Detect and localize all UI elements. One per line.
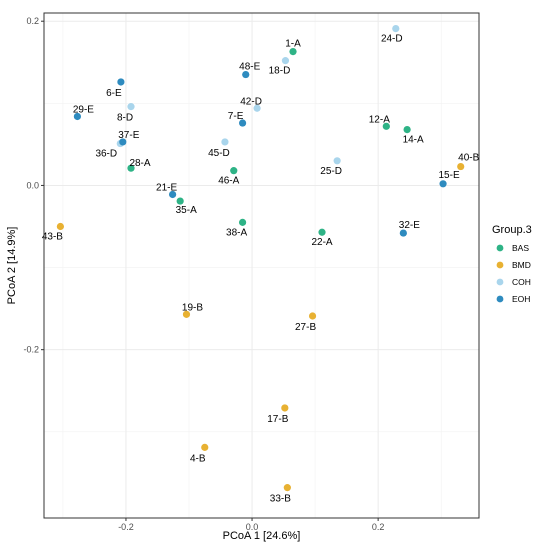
- point-17-B: [281, 404, 289, 412]
- point-33-B: [283, 484, 291, 492]
- legend-key-eoh: [496, 295, 504, 303]
- legend-item-bmd: BMD: [496, 260, 531, 270]
- legend-label-bmd: BMD: [512, 260, 531, 270]
- point-label-22-A: 22-A: [311, 237, 332, 248]
- legend-label-bas: BAS: [512, 243, 529, 253]
- point-label-19-B: 19-B: [182, 302, 203, 313]
- x-axis-ticks: -0.2 0.0 0.2: [118, 518, 384, 532]
- legend-item-eoh: EOH: [496, 294, 530, 304]
- point-7-E: [238, 119, 247, 127]
- point-32-E: [399, 229, 407, 237]
- legend-key-bas: [496, 244, 504, 252]
- legend-key-bmd: [496, 261, 504, 269]
- legend-title: Group.3: [492, 224, 532, 236]
- x-tick-label: 0.2: [372, 522, 385, 532]
- point-29-E: [73, 112, 82, 121]
- point-label-6-E: 6-E: [106, 88, 122, 99]
- point-label-29-E: 29-E: [73, 104, 94, 115]
- point-14-A: [403, 126, 411, 134]
- legend-label-coh: COH: [512, 277, 531, 287]
- point-label-40-B: 40-B: [458, 153, 479, 164]
- legend-label-eoh: EOH: [512, 294, 530, 304]
- point-label-35-A: 35-A: [176, 205, 197, 216]
- point-label-48-E: 48-E: [239, 62, 260, 73]
- point-label-24-D: 24-D: [381, 34, 403, 45]
- y-axis-ticks: -0.2 0.0 0.2: [23, 16, 44, 355]
- point-24-D: [392, 25, 400, 33]
- point-label-43-B: 43-B: [42, 231, 63, 242]
- point-28-A: [127, 164, 135, 172]
- y-tick-label: 0.2: [26, 16, 39, 26]
- legend: Group.3 BAS BMD COH EOH: [492, 224, 532, 304]
- point-21-E: [169, 190, 177, 199]
- y-tick-label: 0.0: [26, 180, 39, 190]
- plot-panel-border: [43, 12, 480, 519]
- legend-item-coh: COH: [496, 277, 531, 287]
- point-label-8-D: 8-D: [117, 113, 133, 124]
- point-labels: 1-A 12-A 14-A 28-A 46-A 35-A 38-A 22-A 40-B 43-B 1…: [42, 34, 480, 505]
- point-label-42-D: 42-D: [240, 96, 262, 107]
- point-15-E: [439, 180, 447, 188]
- point-19-B: [182, 310, 191, 318]
- point-label-18-D: 18-D: [269, 66, 291, 77]
- point-label-28-A: 28-A: [129, 158, 150, 169]
- point-6-E: [117, 78, 125, 86]
- point-label-21-E: 21-E: [156, 182, 177, 193]
- point-label-15-E: 15-E: [439, 170, 460, 181]
- x-tick-label: 0.0: [246, 522, 259, 532]
- point-25-D: [333, 157, 341, 165]
- point-48-E: [242, 70, 250, 79]
- point-46-A: [230, 167, 238, 175]
- plot-panel: [44, 13, 479, 518]
- x-axis-title: PCoA 1 [24.6%]: [223, 530, 301, 542]
- point-label-4-B: 4-B: [190, 453, 206, 464]
- point-label-36-D: 36-D: [95, 149, 117, 160]
- point-27-B: [308, 312, 317, 320]
- point-label-7-E: 7-E: [228, 111, 244, 122]
- point-label-12-A: 12-A: [369, 114, 390, 125]
- point-label-17-B: 17-B: [267, 414, 288, 425]
- point-label-32-E: 32-E: [399, 220, 420, 231]
- legend-key-coh: [496, 278, 504, 286]
- point-label-25-D: 25-D: [320, 166, 342, 177]
- point-40-B: [457, 162, 465, 171]
- legend-item-bas: BAS: [496, 243, 529, 253]
- point-38-A: [238, 218, 247, 226]
- point-label-33-B: 33-B: [270, 494, 291, 505]
- point-43-B: [56, 222, 64, 231]
- data-points: [56, 25, 465, 492]
- point-label-45-D: 45-D: [208, 148, 230, 159]
- point-label-46-A: 46-A: [218, 176, 239, 187]
- point-37-E: [119, 138, 127, 146]
- y-axis-title: PCoA 2 [14.9%]: [6, 227, 18, 305]
- point-8-D: [127, 103, 135, 111]
- point-45-D: [221, 138, 229, 146]
- point-label-27-B: 27-B: [295, 322, 316, 333]
- grid-lines: [44, 13, 479, 518]
- point-42-D: [253, 104, 261, 112]
- point-35-A: [176, 197, 184, 205]
- y-tick-label: -0.2: [23, 345, 39, 355]
- point-4-B: [201, 443, 209, 451]
- point-label-14-A: 14-A: [403, 135, 424, 146]
- point-1-A: [289, 47, 297, 56]
- point-18-D: [281, 57, 290, 65]
- x-tick-label: -0.2: [118, 522, 134, 532]
- point-label-1-A: 1-A: [285, 39, 301, 50]
- point-label-37-E: 37-E: [118, 130, 139, 141]
- point-12-A: [382, 122, 390, 130]
- point-label-38-A: 38-A: [226, 227, 247, 238]
- point-22-A: [318, 228, 326, 236]
- legend-items: BAS BMD COH EOH: [496, 243, 531, 304]
